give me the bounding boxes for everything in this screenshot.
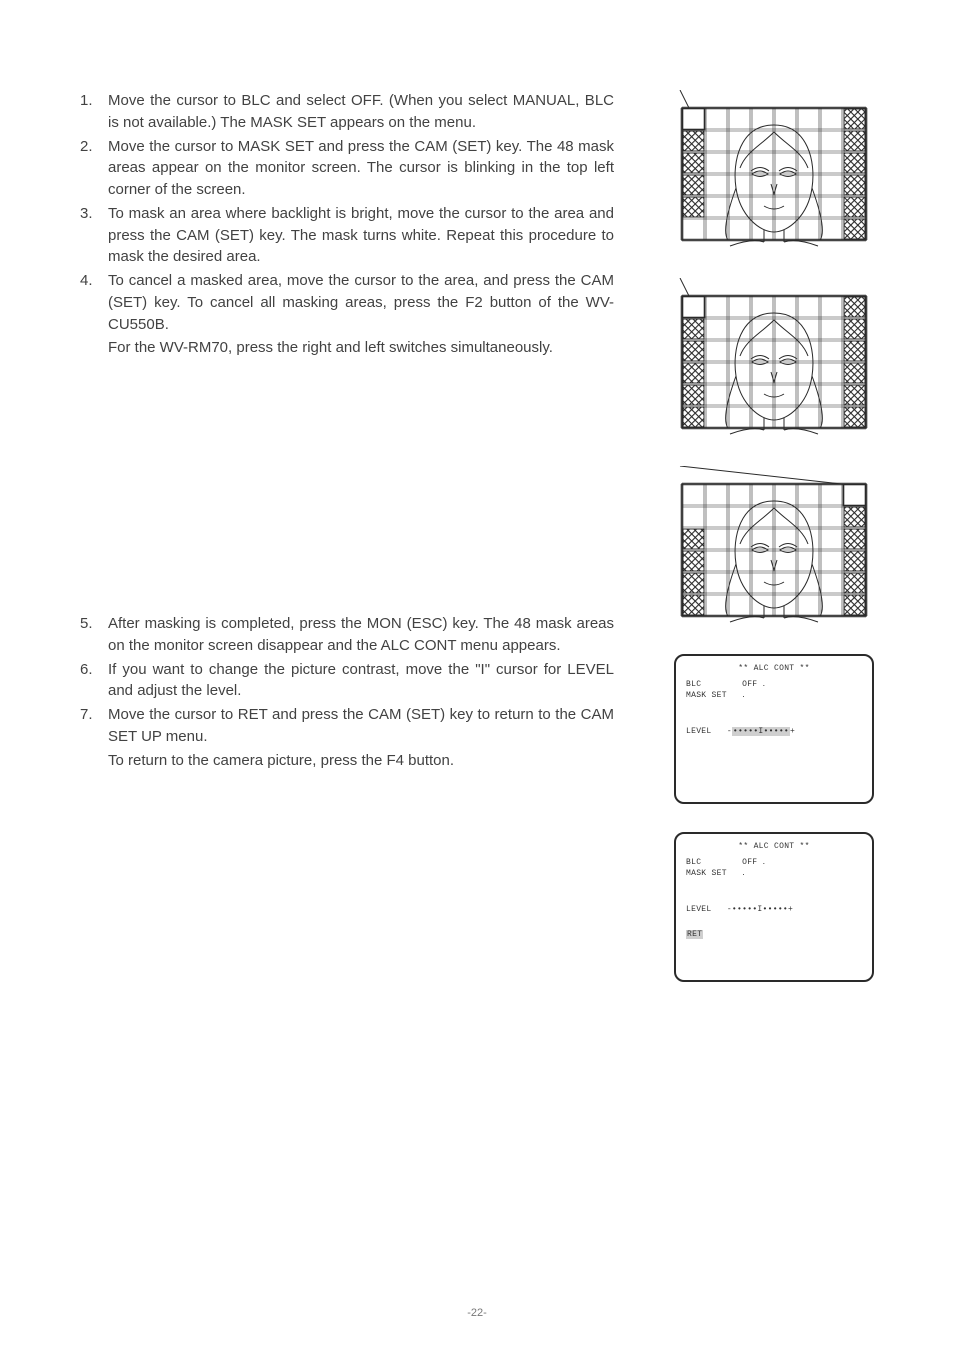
step-text: Move the cursor to RET and press the CAM…: [108, 704, 614, 748]
step-item: 3.To mask an area where backlight is bri…: [80, 203, 614, 268]
steps-list-b: 5.After masking is completed, press the …: [80, 613, 614, 771]
menu-level-row: LEVEL -•••••I•••••+: [686, 905, 862, 915]
step-number: 1.: [80, 90, 108, 134]
step-number: 6.: [80, 659, 108, 703]
alc-cont-menu-1: ** ALC CONT ** BLC OFF ․ MASK SET ․ LEVE…: [674, 654, 874, 804]
step-number: 2.: [80, 136, 108, 201]
step-text: After masking is completed, press the MO…: [108, 613, 614, 657]
step-number: [80, 337, 108, 359]
step-text: To cancel a masked area, move the cursor…: [108, 270, 614, 335]
menu-line: BLC OFF ․: [686, 858, 862, 868]
step-number: 5.: [80, 613, 108, 657]
menu-line: BLC OFF ․: [686, 680, 862, 690]
mask-figure-3: [674, 466, 874, 626]
menu-line: MASK SET ․: [686, 869, 862, 879]
step-text: Move the cursor to MASK SET and press th…: [108, 136, 614, 201]
page-content: 1.Move the cursor to BLC and select OFF.…: [80, 90, 874, 982]
step-item: For the WV-RM70, press the right and lef…: [80, 337, 614, 359]
step-number: 4.: [80, 270, 108, 335]
step-number: 7.: [80, 704, 108, 748]
step-item: To return to the camera picture, press t…: [80, 750, 614, 772]
spacer: [80, 361, 614, 613]
step-number: 3.: [80, 203, 108, 268]
alc-cont-menu-2: ** ALC CONT ** BLC OFF ․ MASK SET ․ LEVE…: [674, 832, 874, 982]
step-text: To mask an area where backlight is brigh…: [108, 203, 614, 268]
step-item: 2.Move the cursor to MASK SET and press …: [80, 136, 614, 201]
menu-line: MASK SET ․: [686, 691, 862, 701]
step-item: 5.After masking is completed, press the …: [80, 613, 614, 657]
steps-list-a: 1.Move the cursor to BLC and select OFF.…: [80, 90, 614, 359]
instruction-column: 1.Move the cursor to BLC and select OFF.…: [80, 90, 614, 982]
step-item: 6.If you want to change the picture cont…: [80, 659, 614, 703]
mask-figure-1: [674, 90, 874, 250]
step-text: Move the cursor to BLC and select OFF. (…: [108, 90, 614, 134]
step-item: 4.To cancel a masked area, move the curs…: [80, 270, 614, 335]
mask-figure-2: [674, 278, 874, 438]
step-text: To return to the camera picture, press t…: [108, 750, 614, 772]
step-text: For the WV-RM70, press the right and lef…: [108, 337, 614, 359]
menu-title: ** ALC CONT **: [686, 842, 862, 852]
menu-level-row: LEVEL -•••••I•••••+: [686, 727, 862, 737]
menu-title: ** ALC CONT **: [686, 664, 862, 674]
menu-ret: RET: [686, 930, 862, 940]
step-item: 1.Move the cursor to BLC and select OFF.…: [80, 90, 614, 134]
page-number: -22-: [467, 1307, 487, 1319]
step-number: [80, 750, 108, 772]
figure-column: ** ALC CONT ** BLC OFF ․ MASK SET ․ LEVE…: [674, 90, 874, 982]
step-text: If you want to change the picture contra…: [108, 659, 614, 703]
step-item: 7.Move the cursor to RET and press the C…: [80, 704, 614, 748]
